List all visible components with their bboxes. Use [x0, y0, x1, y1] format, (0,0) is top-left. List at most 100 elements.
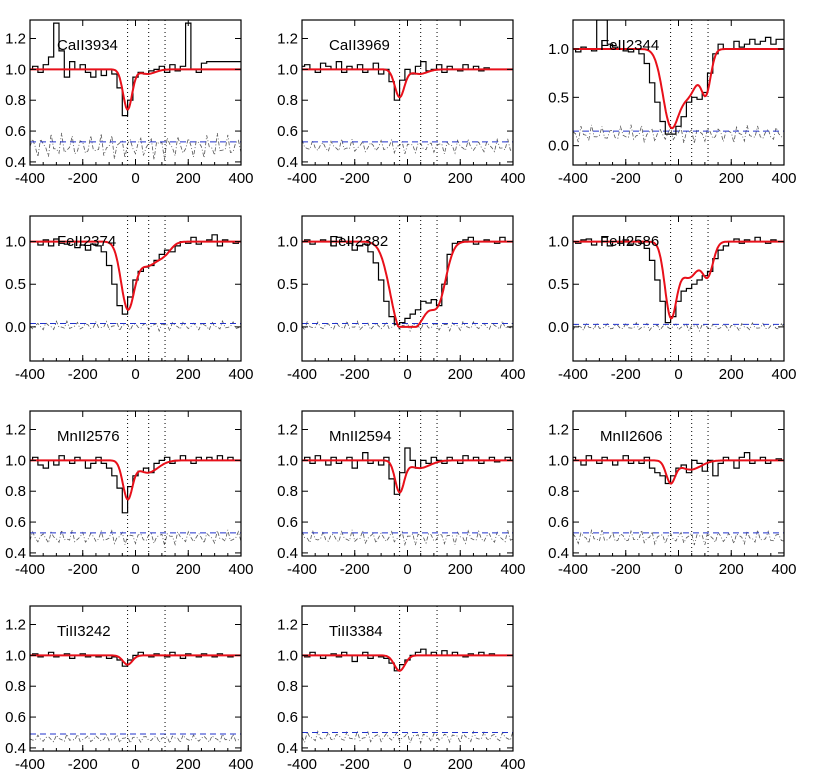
x-tick-label: 0 [131, 170, 139, 187]
x-tick-label: 200 [448, 756, 473, 773]
x-tick-label: -400 [558, 170, 588, 187]
y-tick-label: 0.0 [5, 319, 26, 336]
y-tick-label: 0.0 [548, 138, 569, 155]
x-tick-label: -400 [287, 170, 317, 187]
model-fit-series [302, 68, 513, 99]
y-tick-label: 1.0 [277, 61, 298, 78]
noise-spectrum-line [573, 528, 784, 546]
y-tick-label: 1.0 [277, 647, 298, 664]
y-tick-label: 1.0 [5, 647, 26, 664]
y-tick-label: 0.8 [277, 92, 298, 109]
x-tick-label: 200 [176, 561, 201, 578]
noise-spectrum-line [30, 529, 241, 546]
x-tick-label: 400 [228, 561, 253, 578]
x-tick-label: 0 [131, 366, 139, 383]
y-tick-label: 1.0 [5, 452, 26, 469]
y-tick-label: 0.4 [548, 545, 569, 562]
noise-spectrum-line [30, 733, 241, 745]
x-tick-label: -400 [558, 366, 588, 383]
y-tick-label: 0.6 [5, 709, 26, 726]
x-tick-label: -200 [340, 170, 370, 187]
x-tick-label: 0 [403, 756, 411, 773]
y-tick-label: 0.4 [277, 740, 298, 757]
y-tick-label: 1.0 [277, 234, 298, 251]
y-tick-label: 0.8 [5, 92, 26, 109]
y-tick-label: 0.8 [5, 483, 26, 500]
y-tick-label: 0.8 [548, 483, 569, 500]
x-tick-label: -400 [287, 561, 317, 578]
y-tick-label: 0.6 [277, 709, 298, 726]
ion-label: FeII2374 [57, 233, 116, 250]
x-tick-label: 400 [771, 170, 796, 187]
panel-mnii2576: -400 -200 0 200 400 0.4 0.6 0.8 1.0 1.2 MnII2576 [5, 410, 254, 578]
panel-feii2374: -400 -200 0 200 400 0.0 0.5 1.0 FeII2374 [5, 215, 254, 383]
x-tick-label: -200 [340, 366, 370, 383]
y-tick-label: 0.6 [5, 123, 26, 140]
model-fit-series [30, 459, 241, 501]
model-fit-series [302, 654, 513, 672]
x-tick-label: -200 [68, 170, 98, 187]
ion-label: CaII3934 [57, 37, 118, 54]
y-tick-label: 0.0 [548, 319, 569, 336]
x-tick-label: 400 [500, 366, 525, 383]
y-tick-label: 1.2 [5, 617, 26, 634]
y-tick-label: 0.5 [277, 276, 298, 293]
ion-label: FeII2586 [600, 233, 659, 250]
y-tick-label: 0.8 [277, 483, 298, 500]
panel-mnii2594: -400 -200 0 200 400 0.4 0.6 0.8 1.0 1.2 MnII2594 [277, 410, 526, 578]
ion-label: MnII2594 [329, 428, 392, 445]
model-fit-series [302, 240, 513, 328]
ion-label: TiII3242 [57, 623, 111, 640]
x-tick-label: -200 [68, 756, 98, 773]
x-tick-label: 200 [448, 561, 473, 578]
y-tick-label: 1.0 [548, 452, 569, 469]
y-tick-label: 0.8 [5, 678, 26, 695]
x-tick-label: -200 [340, 561, 370, 578]
noise-spectrum-line [30, 319, 241, 333]
y-tick-label: 1.2 [5, 31, 26, 48]
model-fit-series [573, 48, 784, 130]
y-tick-label: 1.2 [548, 422, 569, 439]
y-tick-label: 1.2 [277, 422, 298, 439]
noise-spectrum-line [573, 124, 784, 144]
panel-tiii3242: -400 -200 0 200 400 0.4 0.6 0.8 1.0 1.2 TiII3242 [5, 605, 254, 773]
model-fit-series [30, 654, 241, 666]
x-tick-label: 200 [176, 170, 201, 187]
x-tick-label: 0 [674, 170, 682, 187]
noise-spectrum-line [302, 729, 513, 745]
panel-feii2382: -400 -200 0 200 400 0.0 0.5 1.0 FeII2382 [277, 215, 526, 383]
ion-label: FeII2382 [329, 233, 388, 250]
x-tick-label: -200 [611, 366, 641, 383]
x-tick-label: 200 [176, 366, 201, 383]
y-tick-label: 0.5 [548, 89, 569, 106]
y-tick-label: 0.5 [5, 276, 26, 293]
y-tick-label: 0.4 [277, 545, 298, 562]
x-tick-label: 200 [719, 170, 744, 187]
y-tick-label: 0.6 [5, 514, 26, 531]
y-tick-label: 1.2 [5, 422, 26, 439]
y-tick-label: 0.4 [277, 154, 298, 171]
x-tick-label: -400 [287, 366, 317, 383]
x-tick-label: -400 [287, 756, 317, 773]
y-tick-label: 1.2 [277, 617, 298, 634]
y-tick-label: 1.0 [277, 452, 298, 469]
data-step-series [30, 651, 241, 667]
x-tick-label: -400 [15, 756, 45, 773]
ion-label: MnII2576 [57, 428, 120, 445]
panel-tiii3384: -400 -200 0 200 400 0.4 0.6 0.8 1.0 1.2 TiII3384 [277, 605, 526, 773]
y-tick-label: 1.0 [5, 61, 26, 78]
model-fit-series [302, 459, 513, 494]
x-tick-label: 400 [500, 170, 525, 187]
data-step-series [302, 61, 500, 101]
x-tick-label: -200 [68, 366, 98, 383]
x-tick-label: 400 [228, 366, 253, 383]
y-tick-label: 0.6 [277, 123, 298, 140]
data-step-series [30, 455, 241, 514]
x-tick-label: 400 [500, 756, 525, 773]
y-tick-label: 0.6 [277, 514, 298, 531]
x-tick-label: -200 [340, 756, 370, 773]
x-tick-label: -200 [611, 561, 641, 578]
noise-spectrum-line [573, 321, 784, 333]
ion-label: FeII2344 [600, 37, 659, 54]
panel-mnii2606: -400 -200 0 200 400 0.4 0.6 0.8 1.0 1.2 MnII2606 [548, 410, 797, 578]
